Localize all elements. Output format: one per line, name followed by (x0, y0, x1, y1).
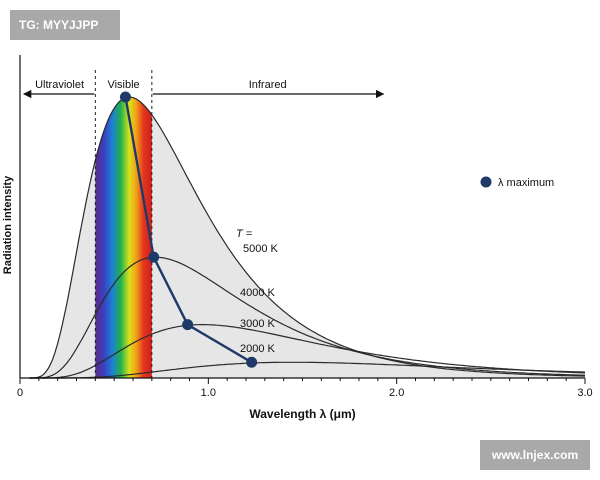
series-label: 2000 K (240, 343, 276, 355)
temperature-prefix: T = (236, 228, 253, 240)
series-label: 3000 K (240, 318, 276, 330)
curve-area-fill (29, 97, 585, 378)
series-label: 5000 K (243, 243, 279, 255)
maximum-point-0 (119, 91, 131, 103)
region-label-infrared: Infrared (249, 79, 287, 91)
x-tick-label: 2.0 (389, 387, 404, 399)
region-label-visible: Visible (107, 79, 139, 91)
maximum-point-3 (246, 356, 258, 368)
region-label-ultraviolet: Ultraviolet (35, 79, 84, 91)
x-tick-label: 0 (17, 387, 23, 399)
curve-4000-k (29, 256, 586, 379)
x-tick-label: 3.0 (577, 387, 592, 399)
legend-marker (480, 176, 492, 188)
maximum-point-1 (148, 251, 160, 263)
x-axis-label: Wavelength λ (μm) (249, 407, 355, 421)
series-label: 4000 K (240, 287, 276, 299)
visible-spectrum-band (95, 97, 152, 378)
maximum-point-2 (182, 319, 194, 331)
watermark-bottom-right: www.lnjex.com (480, 440, 590, 470)
watermark-top-left: TG: MYYJJPP (10, 10, 120, 40)
y-axis-label: Radiation intensity (2, 175, 14, 274)
legend-label: λ maximum (498, 177, 554, 189)
curve-2000-k (29, 361, 586, 379)
x-tick-label: 1.0 (201, 387, 216, 399)
maxima-line (124, 96, 253, 364)
curve-3000-k (29, 324, 585, 379)
